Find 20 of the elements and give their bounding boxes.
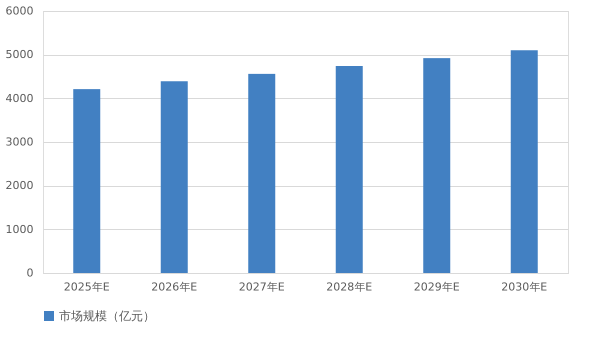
bar — [423, 58, 450, 273]
y-tick-label: 3000 — [6, 136, 34, 148]
bar — [73, 89, 100, 273]
bar — [248, 74, 276, 273]
x-tick-label: 2030年E — [501, 280, 548, 294]
legend-label: 市场规模（亿元） — [59, 309, 155, 323]
y-tick-label: 5000 — [6, 48, 34, 62]
bar — [160, 81, 188, 273]
bar — [336, 66, 363, 273]
x-tick-label: 2025年E — [64, 280, 110, 294]
y-tick-label: 1000 — [6, 222, 34, 236]
x-tick-label: 2026年E — [151, 280, 198, 294]
y-tick-label: 0 — [26, 266, 34, 280]
y-tick-label: 2000 — [6, 179, 34, 192]
x-tick-label: 2028年E — [326, 280, 372, 294]
y-tick-label: 4000 — [6, 92, 34, 105]
x-tick-label: 2029年E — [414, 280, 460, 294]
x-tick-label: 2027年E — [238, 280, 285, 294]
bar — [510, 50, 538, 273]
y-tick-label: 6000 — [6, 4, 34, 18]
